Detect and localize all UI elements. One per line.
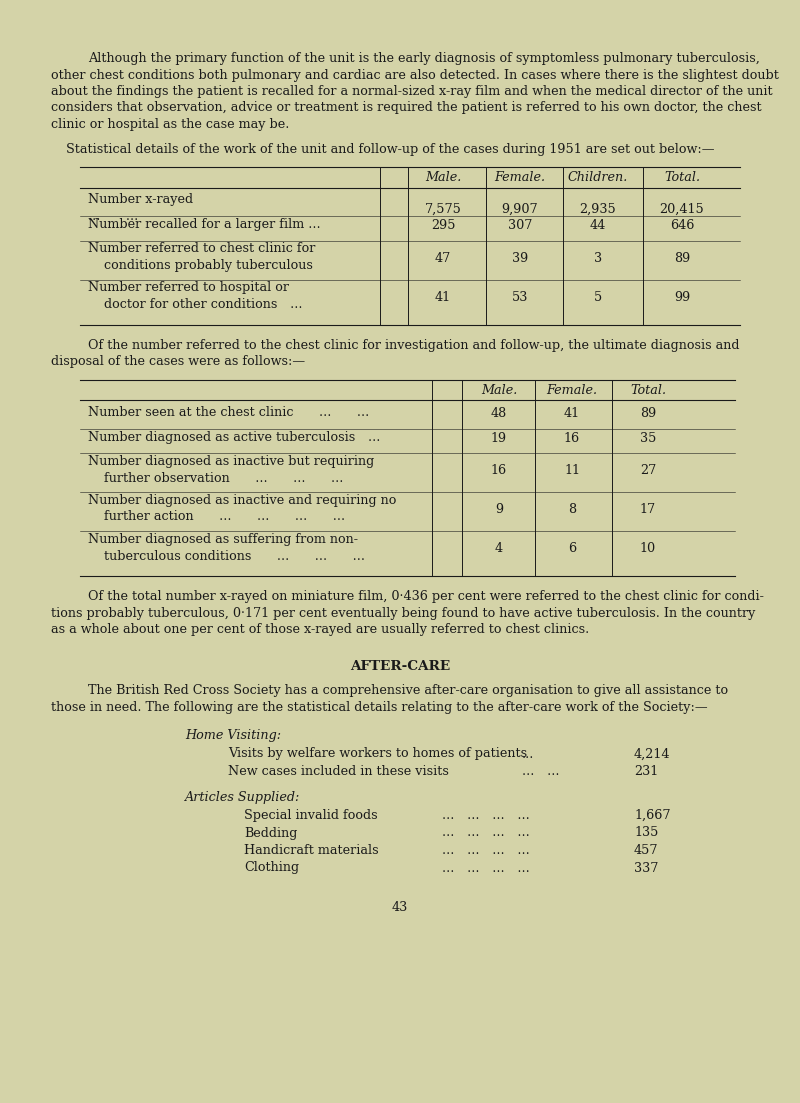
Text: 16: 16: [564, 431, 580, 445]
Text: Number diagnosed as inactive but requiring: Number diagnosed as inactive but requiri…: [88, 456, 374, 468]
Text: Male.: Male.: [425, 171, 461, 184]
Text: Total.: Total.: [664, 171, 700, 184]
Text: Clothing: Clothing: [244, 861, 299, 875]
Text: ...  ...: ... ...: [88, 210, 164, 223]
Text: ... ... ... ...: ... ... ... ...: [442, 844, 530, 857]
Text: 48: 48: [491, 407, 507, 420]
Text: 307: 307: [508, 219, 532, 232]
Text: further observation  ...  ...  ...: further observation ... ... ...: [88, 471, 343, 484]
Text: ... ... ... ...: ... ... ... ...: [442, 861, 530, 875]
Text: other chest conditions both pulmonary and cardiac are also detected. In cases wh: other chest conditions both pulmonary an…: [51, 68, 779, 82]
Text: Female.: Female.: [546, 384, 598, 396]
Text: Statistical details of the work of the unit and follow-up of the cases during 19: Statistical details of the work of the u…: [66, 142, 714, 156]
Text: Number referred to hospital or: Number referred to hospital or: [88, 281, 289, 295]
Text: 41: 41: [564, 407, 580, 420]
Text: 4,214: 4,214: [634, 748, 670, 760]
Text: Bedding: Bedding: [244, 826, 298, 839]
Text: 135: 135: [634, 826, 658, 839]
Text: Number seen at the chest clinic  ...  ...: Number seen at the chest clinic ... ...: [88, 406, 370, 419]
Text: 231: 231: [634, 765, 658, 778]
Text: 2,935: 2,935: [580, 203, 616, 216]
Text: disposal of the cases were as follows:—: disposal of the cases were as follows:—: [51, 355, 305, 368]
Text: 39: 39: [512, 251, 528, 265]
Text: ... ...: ... ...: [522, 765, 559, 778]
Text: Of the number referred to the chest clinic for investigation and follow-up, the : Of the number referred to the chest clin…: [88, 339, 739, 352]
Text: 5: 5: [594, 291, 602, 303]
Text: tuberculous conditions  ...  ...  ...: tuberculous conditions ... ... ...: [88, 549, 365, 563]
Text: The British Red Cross Society has a comprehensive after-care organisation to giv: The British Red Cross Society has a comp…: [88, 684, 728, 697]
Text: Number recalled for a larger film ...: Number recalled for a larger film ...: [88, 218, 321, 231]
Text: 20,415: 20,415: [660, 203, 704, 216]
Text: as a whole about one per cent of those x-rayed are usually referred to chest cli: as a whole about one per cent of those x…: [51, 623, 590, 636]
Text: Number diagnosed as active tuberculosis ...: Number diagnosed as active tuberculosis …: [88, 430, 380, 443]
Text: considers that observation, advice or treatment is required the patient is refer: considers that observation, advice or tr…: [51, 101, 762, 115]
Text: 3: 3: [594, 251, 602, 265]
Text: ... ... ... ...: ... ... ... ...: [442, 826, 530, 839]
Text: 295: 295: [430, 219, 455, 232]
Text: 6: 6: [568, 543, 576, 555]
Text: 1,667: 1,667: [634, 808, 670, 822]
Text: 89: 89: [640, 407, 656, 420]
Text: Although the primary function of the unit is the early diagnosis of symptomless : Although the primary function of the uni…: [88, 52, 760, 65]
Text: 17: 17: [640, 503, 656, 516]
Text: 9: 9: [495, 503, 503, 516]
Text: 27: 27: [640, 464, 656, 478]
Text: 4: 4: [495, 543, 503, 555]
Text: further action  ...  ...  ...  ...: further action ... ... ... ...: [88, 511, 345, 524]
Text: 10: 10: [640, 543, 656, 555]
Text: 35: 35: [640, 431, 656, 445]
Text: those in need. The following are the statistical details relating to the after-c: those in need. The following are the sta…: [51, 700, 708, 714]
Text: 16: 16: [491, 464, 507, 478]
Text: 19: 19: [491, 431, 507, 445]
Text: clinic or hospital as the case may be.: clinic or hospital as the case may be.: [51, 118, 290, 131]
Text: Home Visiting:: Home Visiting:: [185, 729, 281, 742]
Text: Number diagnosed as suffering from non-: Number diagnosed as suffering from non-: [88, 533, 358, 546]
Text: 457: 457: [634, 844, 658, 857]
Text: 44: 44: [590, 219, 606, 232]
Text: 89: 89: [674, 251, 690, 265]
Text: Articles Supplied:: Articles Supplied:: [185, 791, 300, 803]
Text: Number referred to chest clinic for: Number referred to chest clinic for: [88, 243, 315, 256]
Text: 47: 47: [435, 251, 451, 265]
Text: Number x-rayed: Number x-rayed: [88, 193, 193, 206]
Text: 9,907: 9,907: [502, 203, 538, 216]
Text: 8: 8: [568, 503, 576, 516]
Text: 7,575: 7,575: [425, 203, 462, 216]
Text: Of the total number x-rayed on miniature film, 0·436 per cent were referred to t: Of the total number x-rayed on miniature…: [88, 590, 764, 603]
Text: Total.: Total.: [630, 384, 666, 396]
Text: Male.: Male.: [481, 384, 517, 396]
Text: Special invalid foods: Special invalid foods: [244, 808, 378, 822]
Text: 53: 53: [512, 291, 528, 303]
Text: Children.: Children.: [568, 171, 628, 184]
Text: Handicraft materials: Handicraft materials: [244, 844, 378, 857]
Text: about the findings the patient is recalled for a normal-sized x-ray film and whe: about the findings the patient is recall…: [51, 85, 773, 98]
Text: ...: ...: [522, 748, 534, 760]
Text: New cases included in these visits: New cases included in these visits: [228, 765, 449, 778]
Text: 646: 646: [670, 219, 694, 232]
Text: 99: 99: [674, 291, 690, 303]
Text: ... ... ... ...: ... ... ... ...: [442, 808, 530, 822]
Text: 11: 11: [564, 464, 580, 478]
Text: 43: 43: [392, 901, 408, 914]
Text: Visits by welfare workers to homes of patients: Visits by welfare workers to homes of pa…: [228, 748, 527, 760]
Text: AFTER-CARE: AFTER-CARE: [350, 660, 450, 673]
Text: conditions probably tuberculous: conditions probably tuberculous: [88, 259, 313, 272]
Text: tions probably tuberculous, 0·171 per cent eventually being found to have active: tions probably tuberculous, 0·171 per ce…: [51, 607, 755, 620]
Text: Number diagnosed as inactive and requiring no: Number diagnosed as inactive and requiri…: [88, 494, 396, 507]
Text: 337: 337: [634, 861, 658, 875]
Text: 41: 41: [435, 291, 451, 303]
Text: Female.: Female.: [494, 171, 546, 184]
Text: doctor for other conditions ...: doctor for other conditions ...: [88, 298, 302, 311]
